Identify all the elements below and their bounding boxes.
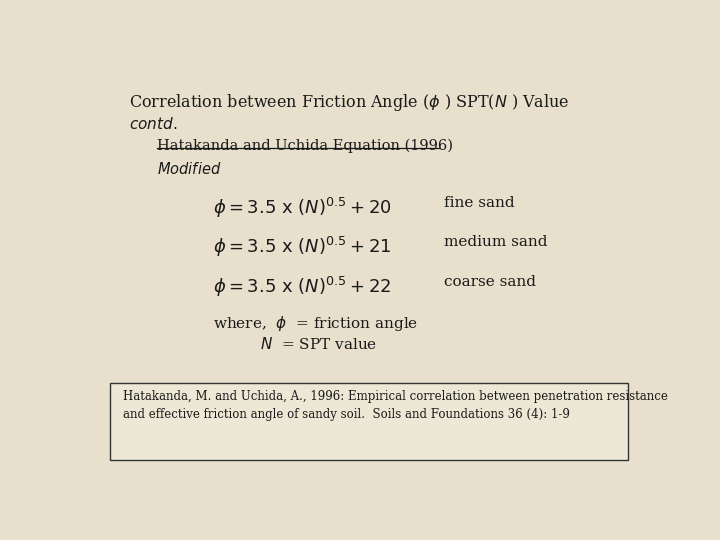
Text: and effective friction angle of sandy soil.  Soils and Foundations 36 (4): 1-9: and effective friction angle of sandy so… xyxy=(124,408,570,421)
Text: Hatakanda and Uchida Equation (1996): Hatakanda and Uchida Equation (1996) xyxy=(157,139,453,153)
Text: fine sand: fine sand xyxy=(444,196,515,210)
FancyBboxPatch shape xyxy=(109,383,629,460)
Text: $\phi = 3.5\ \mathrm{x}\ (N)^{0.5} + 21$: $\phi = 3.5\ \mathrm{x}\ (N)^{0.5} + 21$ xyxy=(213,235,391,259)
Text: $\phi = 3.5\ \mathrm{x}\ (N)^{0.5} + 20$: $\phi = 3.5\ \mathrm{x}\ (N)^{0.5} + 20$ xyxy=(213,196,392,220)
Text: Hatakanda, M. and Uchida, A., 1996: Empirical correlation between penetration re: Hatakanda, M. and Uchida, A., 1996: Empi… xyxy=(124,390,668,403)
Text: Correlation between Friction Angle ($\phi$ ) SPT($N$ ) Value: Correlation between Friction Angle ($\ph… xyxy=(129,92,570,113)
Text: where,  $\phi$  = friction angle: where, $\phi$ = friction angle xyxy=(213,314,418,333)
Text: $N$  = SPT value: $N$ = SPT value xyxy=(260,336,377,352)
Text: $\phi = 3.5\ \mathrm{x}\ (N)^{0.5} + 22$: $\phi = 3.5\ \mathrm{x}\ (N)^{0.5} + 22$ xyxy=(213,275,391,299)
Text: $\it{contd.}$: $\it{contd.}$ xyxy=(129,116,177,132)
Text: coarse sand: coarse sand xyxy=(444,275,536,289)
Text: $\it{Modified}$: $\it{Modified}$ xyxy=(157,161,222,177)
Text: medium sand: medium sand xyxy=(444,235,548,249)
